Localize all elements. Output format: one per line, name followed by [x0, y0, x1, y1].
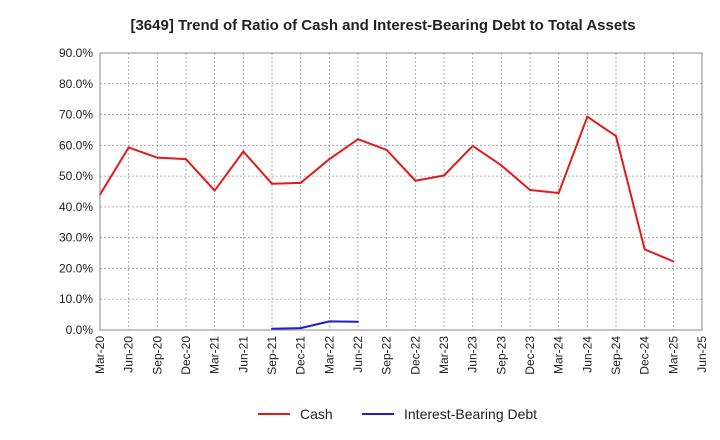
x-tick-label: Jun-21 [236, 336, 250, 373]
data-point-debt [271, 327, 273, 330]
data-point-cash [471, 144, 474, 147]
x-tick-label: Jun-25 [695, 336, 709, 373]
x-tick-label: Jun-20 [122, 336, 136, 373]
x-tick-label: Mar-25 [666, 336, 680, 374]
data-point-cash [586, 115, 589, 118]
y-tick-label: 10.0% [59, 292, 93, 306]
data-point-debt [299, 327, 302, 330]
data-point-cash [615, 135, 617, 138]
x-tick-label: Mar-21 [208, 336, 222, 374]
x-tick-label: Sep-22 [380, 336, 394, 375]
y-tick-label: 40.0% [59, 200, 93, 214]
y-tick-label: 60.0% [59, 138, 93, 152]
series-line-interest-bearing-debt [271, 320, 359, 330]
x-tick-label: Jun-23 [466, 336, 480, 373]
data-point-cash [643, 248, 646, 251]
data-point-cash [443, 174, 445, 177]
y-tick-label: 70.0% [59, 108, 93, 122]
plot-area [99, 52, 703, 331]
x-tick-label: Dec-24 [638, 336, 652, 375]
legend-label-debt: Interest-Bearing Debt [404, 406, 537, 422]
y-tick-label: 80.0% [59, 77, 93, 91]
data-point-cash [156, 156, 159, 159]
x-tick-label: Sep-20 [150, 336, 164, 375]
data-point-cash [557, 192, 560, 195]
x-tick-label: Sep-21 [265, 336, 279, 375]
x-tick-label: Dec-21 [294, 336, 308, 375]
x-axis-ticks: Mar-20 Jun-20 Sep-20 Dec-20 Mar-21 Jun-21 Sep-… [93, 336, 709, 375]
x-tick-label: Jun-22 [351, 336, 365, 373]
y-tick-label: 0.0% [66, 323, 94, 337]
y-tick-label: 20.0% [59, 261, 93, 275]
data-point-debt [357, 320, 359, 323]
data-point-cash [357, 138, 359, 141]
data-point-cash [672, 260, 675, 263]
x-tick-label: Mar-23 [437, 336, 451, 374]
x-tick-label: Mar-22 [322, 336, 336, 374]
data-point-cash [213, 189, 216, 192]
x-tick-label: Mar-20 [93, 336, 107, 374]
y-axis-ticks: 0.0% 10.0% 20.0% 30.0% 40.0% 50.0% 60.0% 70.0% 8… [59, 46, 93, 337]
data-point-cash [271, 182, 273, 185]
grid [99, 52, 703, 331]
y-tick-label: 30.0% [59, 231, 93, 245]
x-tick-label: Jun-24 [580, 336, 594, 373]
x-tick-label: Sep-23 [494, 336, 508, 375]
data-point-cash [185, 158, 187, 161]
x-tick-label: Sep-24 [609, 336, 623, 375]
data-point-debt [328, 320, 331, 323]
legend: Cash Interest-Bearing Debt [258, 406, 537, 422]
data-point-cash [500, 164, 503, 167]
x-tick-label: Mar-24 [552, 336, 566, 374]
data-point-cash [242, 150, 245, 153]
data-point-cash [529, 188, 531, 191]
data-point-cash [328, 158, 331, 161]
chart-title: [3649] Trend of Ratio of Cash and Intere… [130, 17, 635, 34]
y-tick-label: 90.0% [59, 46, 93, 60]
data-point-cash [127, 146, 130, 149]
legend-label-cash: Cash [300, 406, 333, 422]
data-point-cash [385, 148, 388, 151]
data-point-cash [414, 179, 417, 182]
x-tick-label: Dec-22 [408, 336, 422, 375]
x-tick-label: Dec-23 [523, 336, 537, 375]
x-tick-label: Dec-20 [179, 336, 193, 375]
y-tick-label: 50.0% [59, 169, 93, 183]
data-point-cash [299, 181, 302, 184]
